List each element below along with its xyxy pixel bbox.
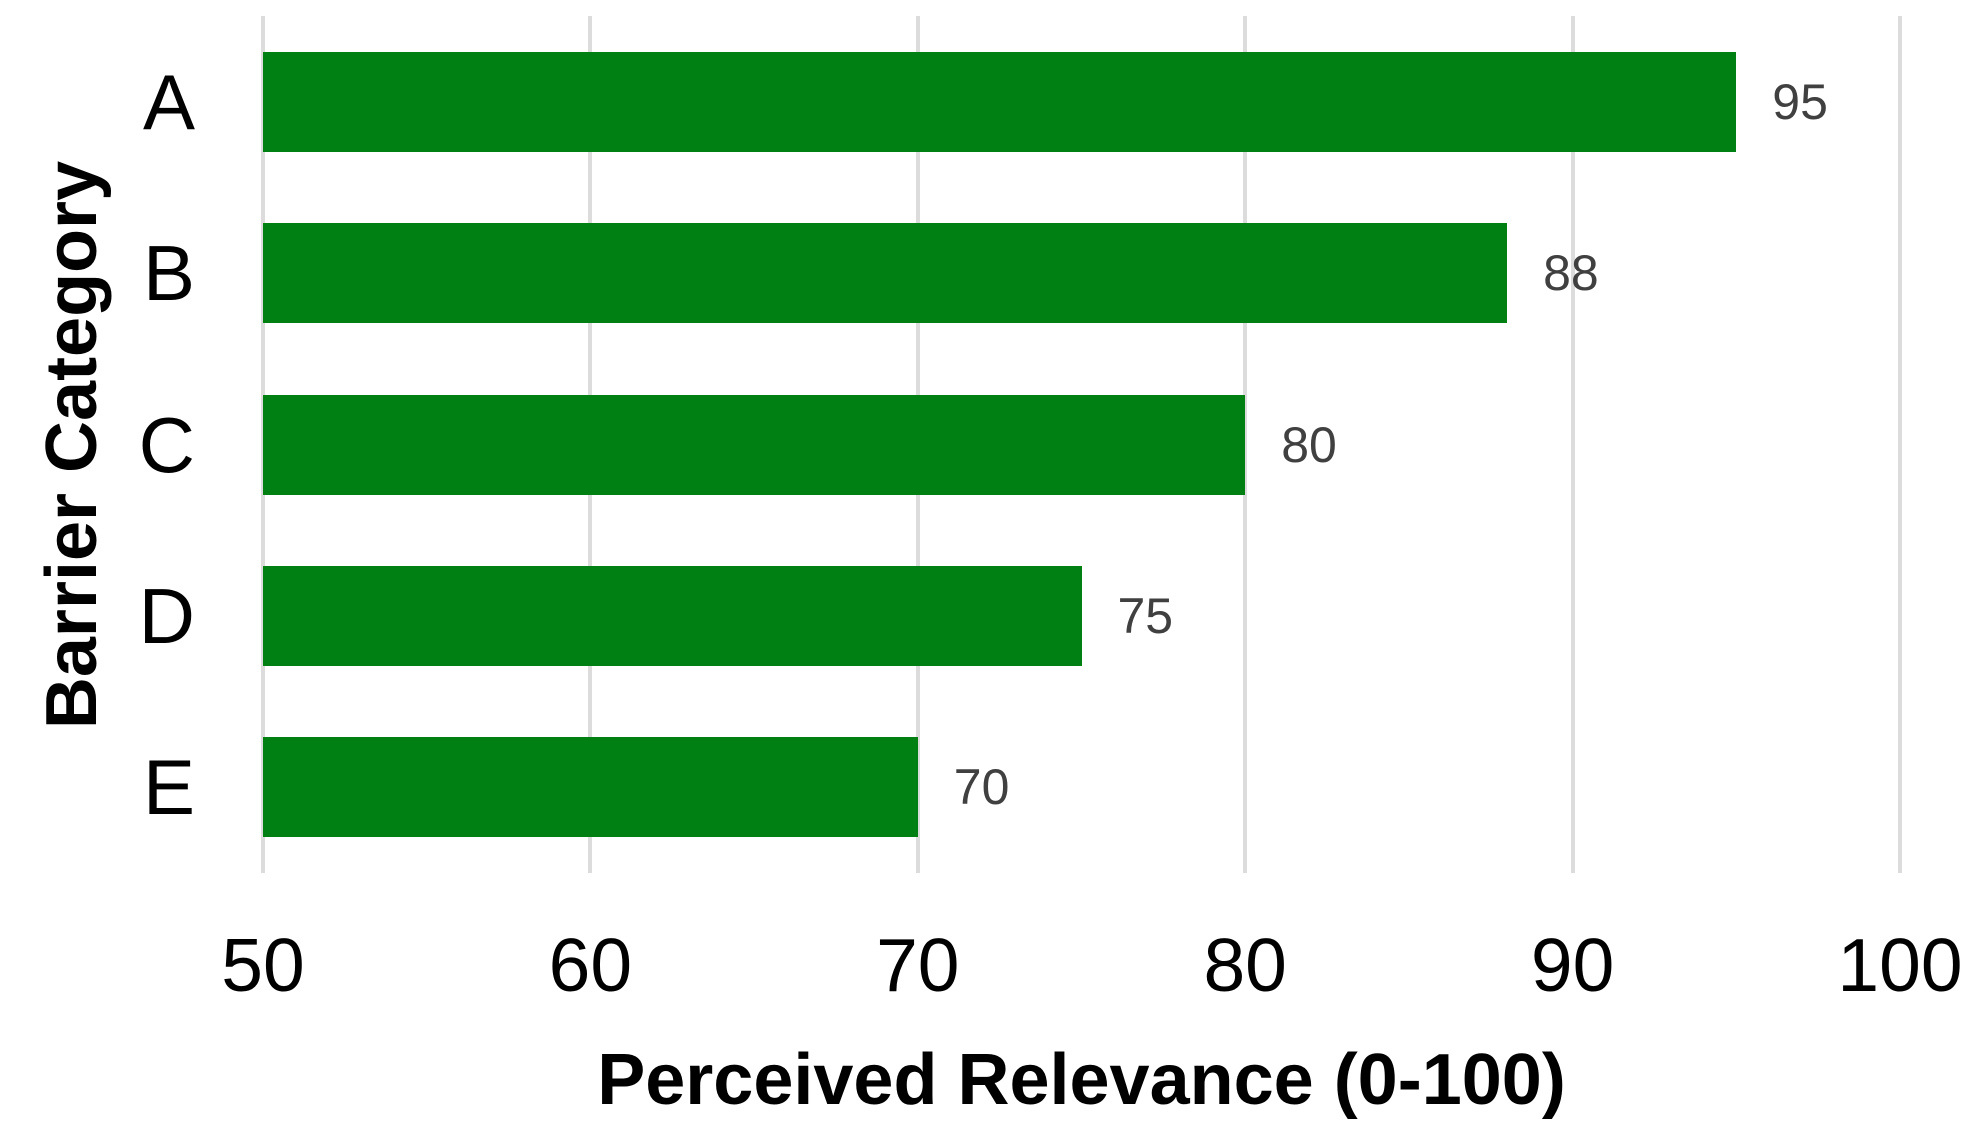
bar-row-A: 95 xyxy=(263,16,1900,187)
bar-E xyxy=(263,737,918,838)
data-label-A: 95 xyxy=(1772,73,1828,130)
bar-row-B: 88 xyxy=(263,187,1900,358)
data-label-D: 75 xyxy=(1117,587,1174,644)
plot-area: 95 88 80 75 70 xyxy=(261,16,1902,873)
gridline-90 xyxy=(1570,16,1575,873)
data-label-E: 70 xyxy=(953,759,1010,816)
category-label-C: C xyxy=(138,400,195,489)
data-label-B: 88 xyxy=(1543,245,1599,302)
bar-D xyxy=(263,565,1082,666)
bar-row-D: 75 xyxy=(263,530,1900,701)
bar-row-E: 70 xyxy=(263,702,1900,873)
category-label-B: B xyxy=(142,229,195,318)
category-label-E: E xyxy=(142,743,195,832)
gridline-100 xyxy=(1898,16,1902,873)
x-tick-label-90: 90 xyxy=(1530,923,1615,1007)
category-label-D: D xyxy=(138,571,195,660)
bar-A xyxy=(263,51,1737,152)
category-label-A: A xyxy=(142,57,195,146)
bar-B xyxy=(263,223,1508,324)
x-tick-label-50: 50 xyxy=(221,923,305,1007)
x-tick-label-70: 70 xyxy=(876,923,960,1007)
x-tick-label-100: 100 xyxy=(1837,923,1963,1007)
bar-series: 95 88 80 75 70 xyxy=(263,16,1900,873)
gridline-80 xyxy=(1243,16,1248,873)
x-tick-label-60: 60 xyxy=(548,923,633,1007)
x-axis-title: Perceived Relevance (0-100) xyxy=(597,1040,1566,1120)
bar-row-C: 80 xyxy=(263,359,1900,530)
data-label-C: 80 xyxy=(1281,416,1337,473)
bar-C xyxy=(263,394,1246,495)
x-tick-label-80: 80 xyxy=(1203,923,1287,1007)
x-axis-tick-labels: 50 60 70 80 90 100 xyxy=(221,923,1962,1018)
